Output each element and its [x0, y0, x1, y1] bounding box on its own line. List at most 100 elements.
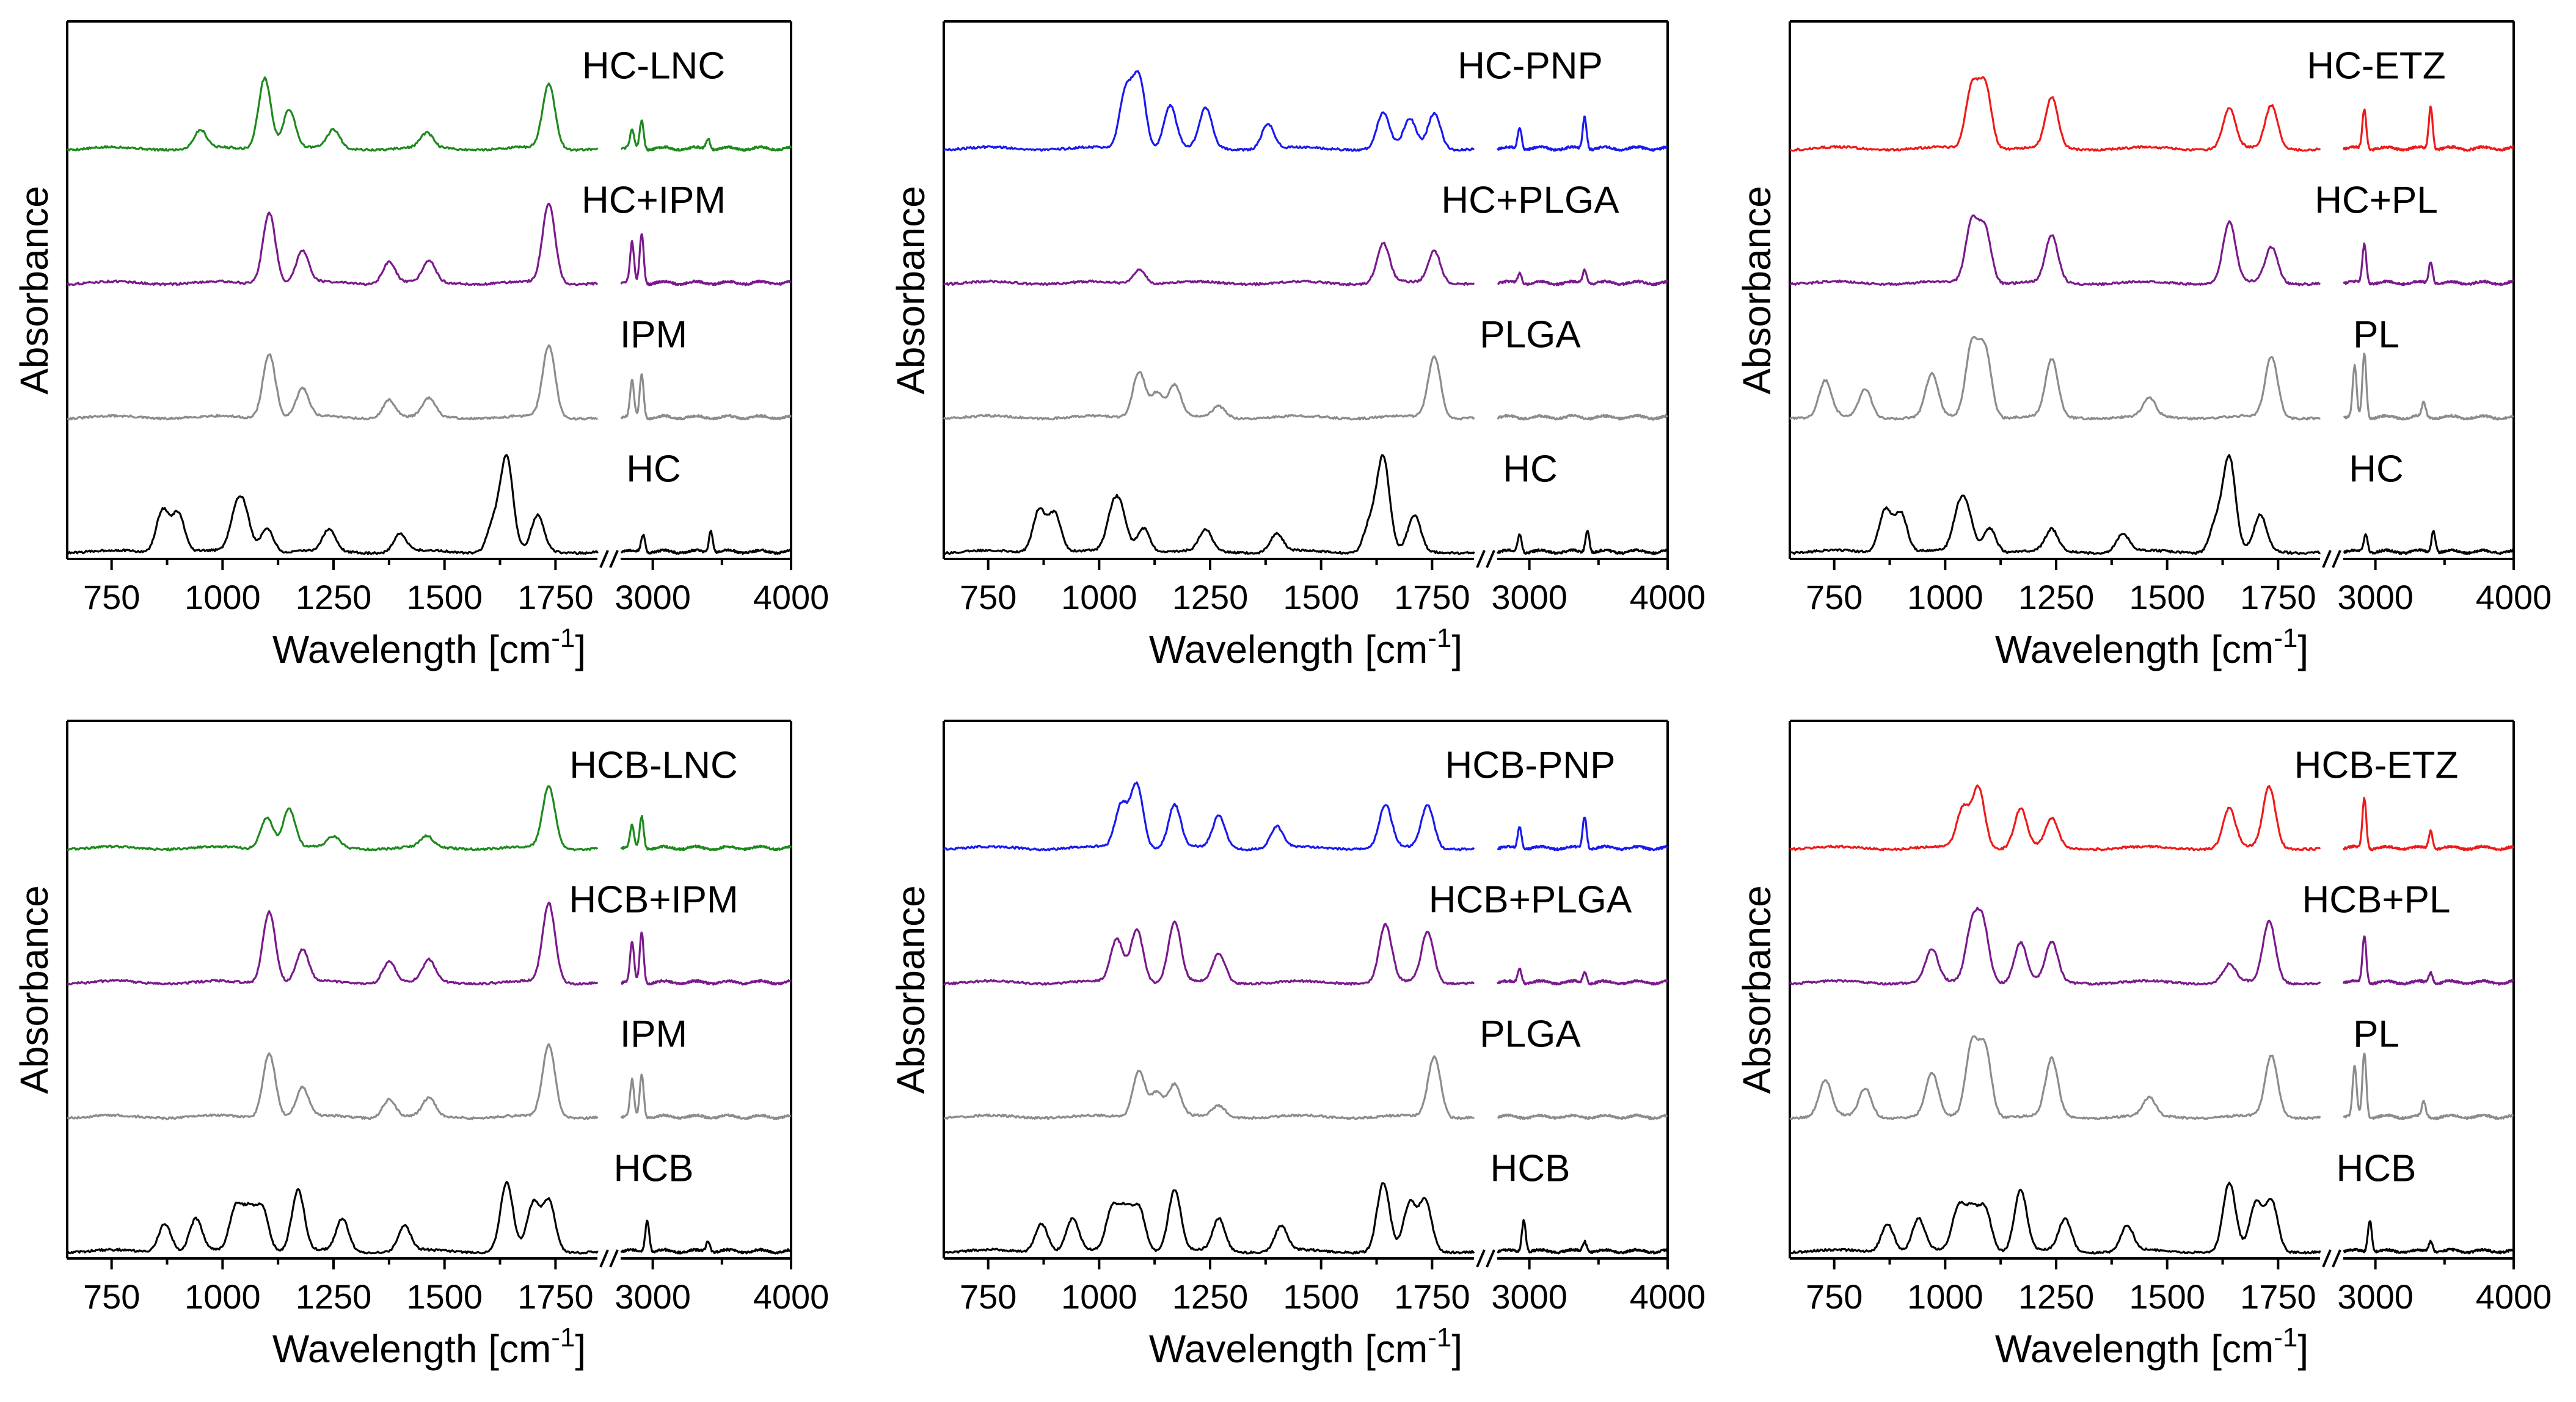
- series-label-PLGA: PLGA: [1480, 1013, 1581, 1056]
- series-label-HC+PL: HC+PL: [2315, 180, 2438, 222]
- series-label-HC: HC: [1503, 448, 1558, 491]
- series-label-IPM: IPM: [620, 314, 687, 356]
- series-line-HC+IPM: [66, 202, 792, 287]
- series-label-HCB: HCB: [614, 1148, 694, 1190]
- x-tick-label: 1750: [517, 578, 594, 616]
- series-line-HCB+IPM: [67, 901, 792, 986]
- axis-break-mark: [1476, 550, 1495, 568]
- panel-top-center: 750 1000 1250 1500 1750 3000 4000 Wavelength [c…: [889, 20, 1706, 671]
- series-label-HC-LNC: HC-LNC: [582, 45, 725, 87]
- x-tick-label: 3000: [2337, 1277, 2414, 1316]
- x-tick-label: 4000: [753, 1277, 830, 1316]
- axis-break-mark: [2322, 550, 2341, 568]
- x-tick-label: 1250: [296, 578, 372, 616]
- x-tick-label: 3000: [615, 578, 691, 616]
- series-line-PLGA: [943, 1055, 1668, 1120]
- y-axis-label: Absorbance: [12, 186, 56, 395]
- x-tick-label: 750: [1806, 1277, 1863, 1316]
- series-line-HC: [943, 454, 1669, 555]
- y-axis-label: Absorbance: [889, 885, 933, 1094]
- panel-bottom-right: 750 1000 1250 1500 1750 3000 4000 Wavelength [c…: [1735, 720, 2552, 1371]
- x-tick-label: 750: [1806, 578, 1863, 616]
- x-axis-label: Wavelength [cm-1]: [1149, 1323, 1462, 1371]
- series-line-HC: [1789, 454, 2514, 555]
- series-label-HC-ETZ: HC-ETZ: [2307, 45, 2445, 87]
- x-tick-label: 3000: [2337, 578, 2414, 616]
- y-axis-label: Absorbance: [889, 186, 933, 395]
- series-label-HC+PLGA: HC+PLGA: [1441, 180, 1619, 222]
- x-tick-label: 750: [960, 578, 1016, 616]
- y-axis-label: Absorbance: [1735, 885, 1779, 1094]
- x-tick-label: 4000: [1630, 578, 1706, 616]
- panel-top-left: 750 1000 1250 1500 1750 3000 4000 Wavelength [c…: [12, 20, 830, 671]
- x-tick-label: 750: [83, 578, 140, 616]
- x-tick-label: 1500: [2129, 1277, 2205, 1316]
- x-tick-label: 750: [960, 1277, 1016, 1316]
- series-line-HC+PL: [1789, 214, 2514, 287]
- series-line-HCB: [67, 1180, 792, 1255]
- axis-break-mark: [2322, 1249, 2341, 1268]
- x-tick-label: 4000: [1630, 1277, 1706, 1316]
- series-line-HC-LNC: [66, 76, 792, 152]
- x-axis-label: Wavelength [cm-1]: [272, 1323, 586, 1371]
- x-tick-label: 1000: [1907, 1277, 1983, 1316]
- panel-bottom-left: 750 1000 1250 1500 1750 3000 4000 Wavelength [c…: [12, 720, 830, 1371]
- x-tick-label: 1000: [184, 1277, 261, 1316]
- series-label-HC: HC: [2349, 448, 2404, 491]
- x-tick-label: 1750: [1394, 578, 1470, 616]
- x-tick-label: 4000: [753, 578, 830, 616]
- x-tick-label: 1250: [1172, 578, 1249, 616]
- y-axis-label: Absorbance: [1735, 186, 1779, 395]
- series-label-PL: PL: [2353, 1013, 2399, 1056]
- x-tick-label: 1250: [2018, 1277, 2095, 1316]
- series-label-HCB-PNP: HCB-PNP: [1445, 745, 1615, 787]
- x-tick-label: 1750: [2240, 578, 2316, 616]
- axis-break-mark: [599, 550, 619, 568]
- x-tick-label: 1000: [1061, 1277, 1137, 1316]
- axis-break-mark: [1476, 1249, 1495, 1268]
- series-label-HC: HC: [626, 448, 681, 491]
- series-line-IPM: [67, 344, 792, 421]
- x-axis-label: Wavelength [cm-1]: [1995, 1323, 2308, 1371]
- x-tick-label: 4000: [2476, 1277, 2552, 1316]
- series-line-PLGA: [943, 355, 1668, 421]
- series-label-HCB: HCB: [1491, 1148, 1571, 1190]
- x-tick-label: 1750: [2240, 1277, 2316, 1316]
- series-line-HCB: [1789, 1181, 2514, 1255]
- x-tick-label: 4000: [2476, 578, 2552, 616]
- series-line-IPM: [67, 1043, 792, 1120]
- series-line-HCB-PNP: [943, 781, 1669, 852]
- x-axis-label: Wavelength [cm-1]: [272, 623, 586, 671]
- x-tick-label: 750: [83, 1277, 140, 1316]
- series-label-HCB-ETZ: HCB-ETZ: [2294, 745, 2459, 787]
- x-tick-label: 1250: [1172, 1277, 1249, 1316]
- series-label-IPM: IPM: [620, 1013, 687, 1056]
- panel-top-right: 750 1000 1250 1500 1750 3000 4000 Wavelength [c…: [1735, 20, 2552, 671]
- series-line-PL: [1789, 335, 2514, 421]
- series-label-HCB: HCB: [2337, 1148, 2417, 1190]
- x-tick-label: 1000: [184, 578, 261, 616]
- axis-break-mark: [599, 1249, 619, 1268]
- x-tick-label: 1000: [1061, 578, 1137, 616]
- x-axis-label: Wavelength [cm-1]: [1995, 623, 2308, 671]
- series-line-PL: [1789, 1035, 2514, 1120]
- x-tick-label: 3000: [615, 1277, 691, 1316]
- x-tick-label: 1500: [406, 1277, 483, 1316]
- series-label-HCB-LNC: HCB-LNC: [569, 745, 738, 787]
- series-label-HC+IPM: HC+IPM: [582, 180, 726, 222]
- panel-bottom-center: 750 1000 1250 1500 1750 3000 4000 Wavelength [c…: [889, 720, 1706, 1371]
- series-line-HCB-ETZ: [1789, 784, 2514, 852]
- x-tick-label: 1250: [2018, 578, 2095, 616]
- series-line-HC-ETZ: [1789, 76, 2514, 152]
- series-line-HCB+PL: [1789, 907, 2514, 986]
- x-tick-label: 3000: [1491, 578, 1567, 616]
- x-tick-label: 1750: [1394, 1277, 1470, 1316]
- series-line-HC-PNP: [943, 70, 1668, 152]
- x-tick-label: 1500: [1283, 1277, 1359, 1316]
- y-axis-label: Absorbance: [12, 885, 56, 1094]
- x-tick-label: 1250: [296, 1277, 372, 1316]
- series-label-HCB+PL: HCB+PL: [2302, 879, 2451, 921]
- series-line-HCB-LNC: [67, 785, 792, 852]
- x-tick-label: 1500: [1283, 578, 1359, 616]
